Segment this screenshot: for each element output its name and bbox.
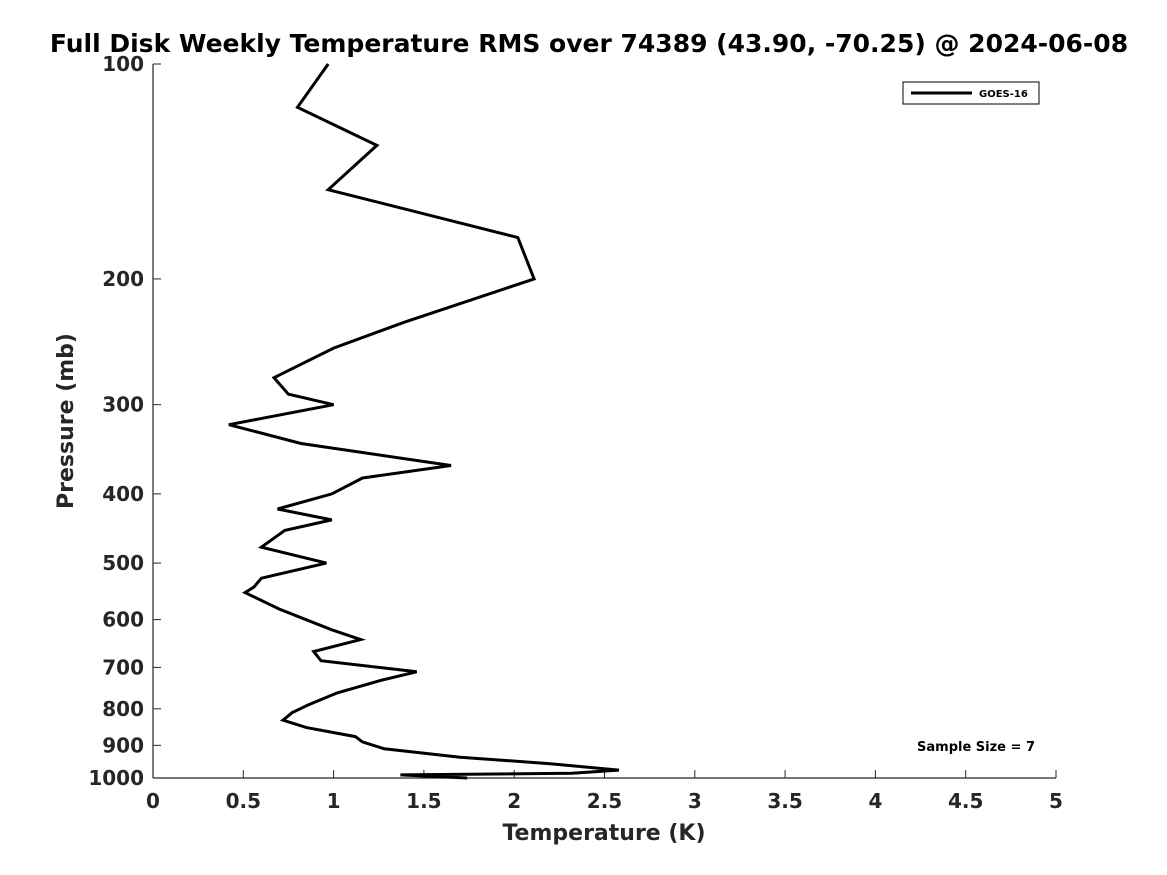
y-tick-label: 400 xyxy=(102,482,144,506)
series-layer xyxy=(228,63,620,780)
x-tick-label: 4 xyxy=(868,789,882,813)
y-tick-label: 900 xyxy=(102,733,144,757)
y-ticks: 100 200 300 400 500 600 700 800 900 1000 xyxy=(88,52,161,790)
x-ticks: 0 0.5 1 1.5 2 2.5 3 3.5 4 4.5 5 xyxy=(146,770,1063,813)
y-tick-label: 600 xyxy=(102,608,144,632)
y-axis-label: Pressure (mb) xyxy=(54,333,79,509)
y-tick-label: 500 xyxy=(102,551,144,575)
sample-size-label: Sample Size = 7 xyxy=(917,740,1035,755)
x-tick-label: 2 xyxy=(507,789,521,813)
x-tick-label: 2.5 xyxy=(587,789,622,813)
series-line-0 xyxy=(228,63,620,780)
x-tick-label: 3.5 xyxy=(767,789,802,813)
x-tick-label: 3 xyxy=(688,789,702,813)
legend-label: GOES-16 xyxy=(979,89,1028,100)
x-tick-label: 0.5 xyxy=(226,789,261,813)
y-tick-label: 800 xyxy=(102,697,144,721)
axes xyxy=(152,64,1056,779)
y-tick-label: 200 xyxy=(102,267,144,291)
y-tick-label: 300 xyxy=(102,393,144,417)
legend: GOES-16 xyxy=(902,81,1040,105)
x-tick-label: 4.5 xyxy=(948,789,983,813)
chart-title: Full Disk Weekly Temperature RMS over 74… xyxy=(50,29,1128,58)
x-tick-label: 1 xyxy=(327,789,341,813)
x-axis-label: Temperature (K) xyxy=(502,821,705,846)
x-tick-label: 0 xyxy=(146,789,160,813)
y-tick-label: 100 xyxy=(102,52,144,76)
y-tick-label: 700 xyxy=(102,655,144,679)
x-tick-label: 5 xyxy=(1049,789,1063,813)
y-tick-label: 1000 xyxy=(88,766,144,790)
x-tick-label: 1.5 xyxy=(406,789,441,813)
